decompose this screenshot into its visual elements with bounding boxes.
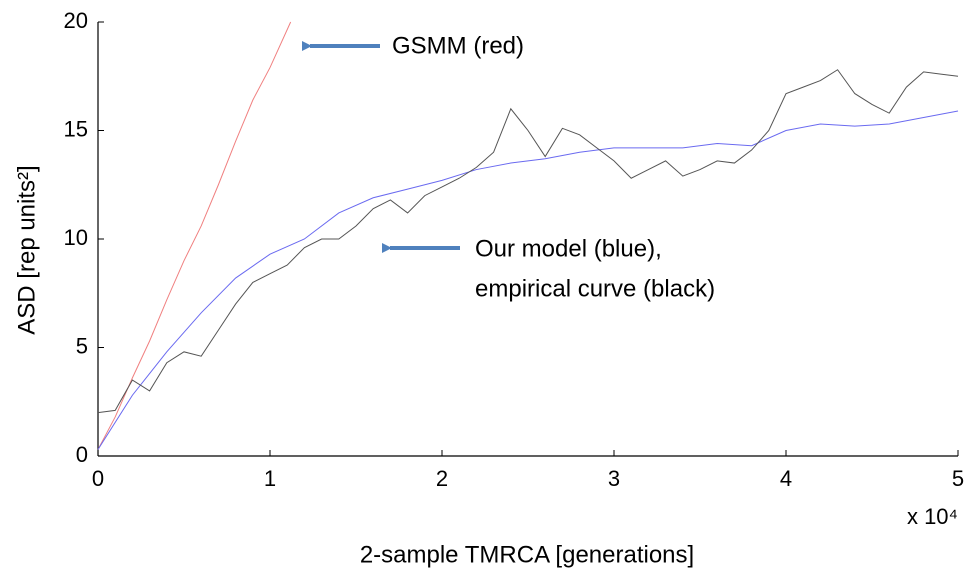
y-tick-label: 15	[64, 116, 88, 141]
y-tick-label: 20	[64, 8, 88, 33]
x-tick-label: 5	[952, 466, 964, 491]
x-axis-label: 2-sample TMRCA [generations]	[360, 541, 694, 568]
y-tick-label: 5	[76, 333, 88, 358]
y-tick-label: 10	[64, 225, 88, 250]
x-tick-label: 1	[264, 466, 276, 491]
y-tick-label: 0	[76, 442, 88, 467]
annotation: GSMM (red)	[392, 32, 524, 59]
x-multiplier: x 10⁴	[907, 504, 958, 529]
x-tick-label: 4	[780, 466, 792, 491]
x-tick-label: 3	[608, 466, 620, 491]
line-series	[97, 110, 959, 450]
annotation: Our model (blue),	[475, 235, 662, 262]
x-tick-label: 2	[436, 466, 448, 491]
y-axis-label: ASD [rep units²]	[13, 165, 40, 334]
annotation: empirical curve (black)	[475, 275, 715, 302]
line-series	[97, 21, 292, 450]
line-series	[97, 69, 959, 414]
x-tick-label: 0	[92, 466, 104, 491]
